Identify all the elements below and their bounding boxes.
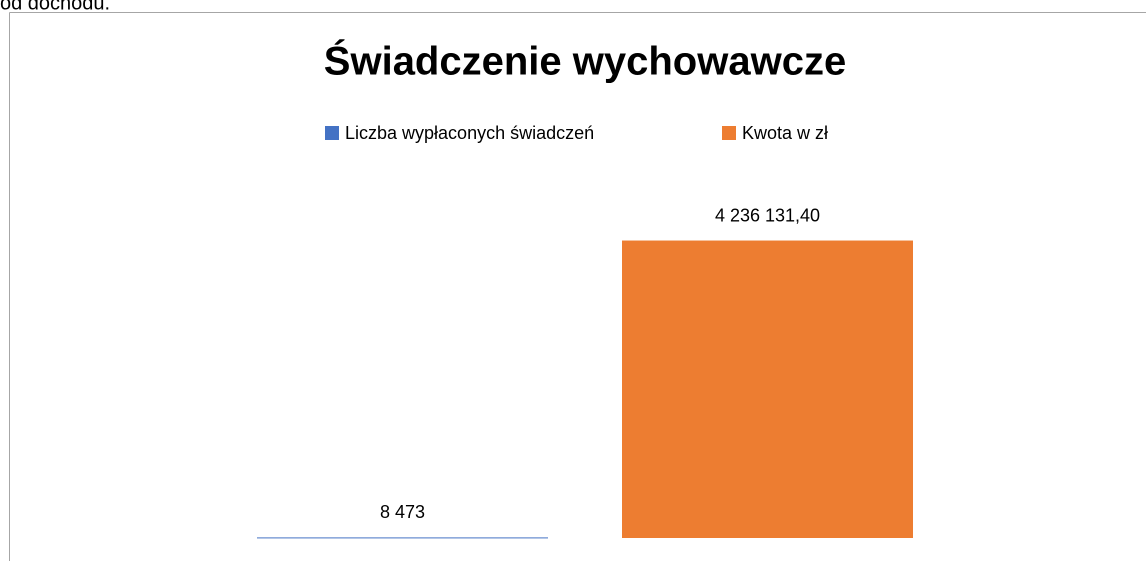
document-text: od dochodu. [0, 0, 110, 14]
data-label: 8 473 [380, 502, 425, 522]
bar [622, 240, 913, 539]
data-label: 4 236 131,40 [715, 205, 820, 225]
legend-swatch [325, 126, 339, 140]
legend-label: Kwota w zł [742, 123, 828, 143]
legend-label: Liczba wypłaconych świadczeń [345, 123, 594, 143]
legend-swatch [722, 126, 736, 140]
bar [257, 537, 548, 539]
chart-title: Świadczenie wychowawcze [324, 38, 846, 84]
